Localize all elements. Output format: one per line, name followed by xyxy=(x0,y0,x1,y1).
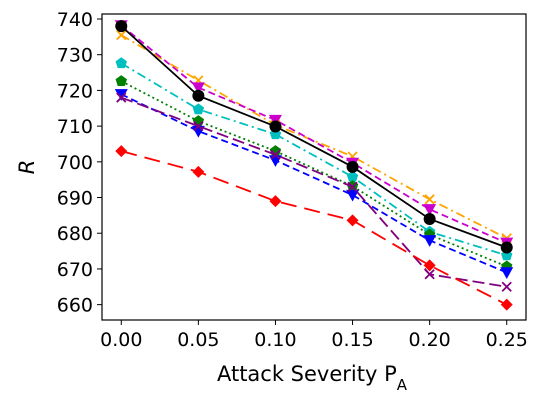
x-axis-ticks: 0.00 0.05 0.10 0.15 0.20 0.25 xyxy=(100,320,528,351)
y-tick-label: 660 xyxy=(57,295,93,317)
series-line xyxy=(120,24,508,244)
data-point xyxy=(500,298,513,311)
x-axis-label: Attack Severity PA xyxy=(217,362,408,394)
data-point xyxy=(192,103,205,115)
data-point xyxy=(192,165,205,178)
data-point xyxy=(423,235,437,247)
y-tick-label: 670 xyxy=(57,259,93,281)
y-tick-label: 690 xyxy=(57,188,93,210)
data-point xyxy=(192,89,205,102)
series-line xyxy=(120,25,508,249)
y-axis-label: R xyxy=(15,160,39,175)
series-layer xyxy=(114,20,514,311)
data-point xyxy=(423,204,437,216)
data-point xyxy=(269,195,282,208)
data-point xyxy=(270,149,281,160)
series-line xyxy=(120,34,508,240)
data-point xyxy=(346,170,359,182)
x-tick-label: 0.25 xyxy=(486,329,528,351)
y-tick-label: 680 xyxy=(57,223,93,245)
series-7 xyxy=(115,145,513,311)
series-3 xyxy=(115,20,513,254)
x-tick-label: 0.15 xyxy=(331,329,373,351)
y-tick-label: 720 xyxy=(57,80,93,102)
data-point xyxy=(424,194,435,205)
data-point xyxy=(193,120,204,132)
y-tick-label: 700 xyxy=(57,152,93,174)
data-point xyxy=(116,29,127,41)
series-6 xyxy=(116,92,512,292)
x-axis-label-subscript: A xyxy=(397,376,408,394)
data-point xyxy=(268,155,282,167)
series-line xyxy=(120,96,507,288)
data-point xyxy=(346,214,359,227)
data-point xyxy=(115,57,127,69)
data-point xyxy=(423,259,436,272)
data-point xyxy=(423,212,436,225)
x-tick-label: 0.10 xyxy=(254,329,296,351)
series-line xyxy=(120,93,508,274)
series-2 xyxy=(115,57,513,261)
x-tick-label: 0.20 xyxy=(408,329,450,351)
data-point xyxy=(115,20,128,33)
data-point xyxy=(424,269,435,280)
data-point xyxy=(191,82,205,95)
y-axis-ticks: 660 670 680 690 700 710 720 730 740 xyxy=(57,9,102,317)
series-line xyxy=(120,80,508,268)
data-point xyxy=(269,120,282,133)
data-point xyxy=(114,89,128,101)
data-point xyxy=(116,92,127,103)
data-point xyxy=(347,181,358,192)
series-4 xyxy=(115,75,513,272)
x-tick-label: 0.05 xyxy=(177,329,219,351)
series-line xyxy=(120,62,507,257)
data-point xyxy=(501,281,512,292)
y-tick-label: 710 xyxy=(57,116,93,138)
data-point xyxy=(500,267,514,280)
plot-frame xyxy=(101,13,527,321)
series-line xyxy=(121,150,508,306)
data-point xyxy=(115,75,127,86)
y-tick-label: 740 xyxy=(57,9,93,31)
data-point xyxy=(346,189,360,202)
data-point xyxy=(346,160,359,173)
series-1 xyxy=(114,20,514,250)
data-point xyxy=(115,145,128,158)
y-tick-label: 730 xyxy=(57,45,93,67)
data-point xyxy=(500,241,513,254)
x-tick-label: 0.00 xyxy=(100,329,142,351)
